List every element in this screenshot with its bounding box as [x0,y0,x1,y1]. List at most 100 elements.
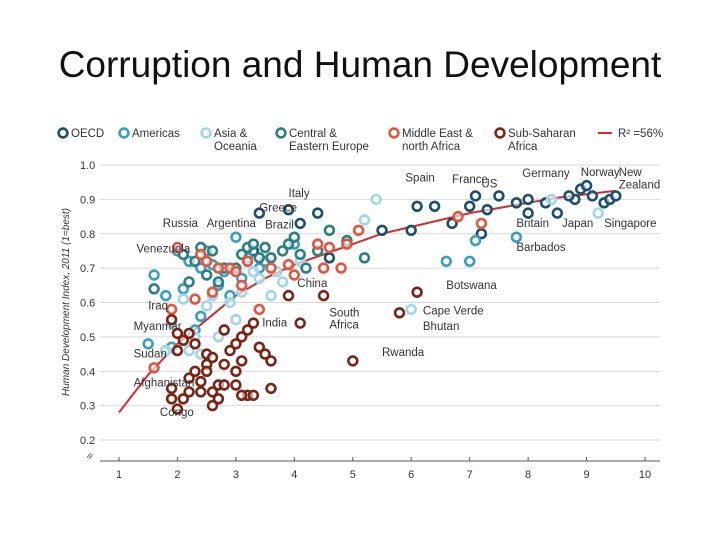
point-americas [148,269,160,281]
legend-label-asia: Asia & [214,128,248,140]
annotation-label: Greece [259,202,297,214]
annotation-label: New [619,167,643,179]
x-tick-label: 10 [639,469,651,481]
x-tick-label: 2 [174,469,180,481]
point-oecd [551,207,563,219]
point-asia [212,331,225,343]
point-asia [592,207,604,219]
point-ssa [183,327,195,340]
x-tick-label: 6 [408,469,414,481]
point-ssa [201,365,213,377]
point-oecd [469,190,482,202]
annotation-label: Brazil [265,220,294,232]
annotation-label: Norway [581,167,620,179]
point-mena [236,279,248,291]
point-ssa [393,307,406,319]
annotation-label: Congo [160,407,194,419]
point-asia [265,289,277,302]
y-tick-label: 1.0 [80,160,95,172]
annotation-label: Myanmar [134,321,182,333]
point-ssa [230,379,242,391]
point-cee [236,248,248,261]
legend-label-trend: R² =56% [618,128,663,140]
point-asia [405,303,417,316]
point-oecd [446,217,458,230]
x-tick-label: 9 [583,469,589,481]
axes: 1 2 3 4 5 6 7 8 9 10 0.2 0.3 0.4 0.5 0.6 0.7 0.8 0.9 1.0 ≈ H… [61,160,660,481]
point-mena [323,241,336,254]
y-axis-label: Human Development Index, 2011 (1=best) [61,208,72,396]
point-ssa [259,348,271,360]
annotation-label: Venezuela [137,244,191,256]
annotation-label: Rwanda [382,347,425,359]
point-ssa [206,386,219,398]
point-cee [201,269,213,281]
point-cee [183,276,195,288]
annotation-label: Italy [289,188,310,200]
point-mena [195,248,207,261]
point-oecd [510,197,523,209]
point-cee [148,283,160,295]
point-cee [265,252,277,264]
point-asia [247,265,260,278]
point-americas [440,255,452,267]
point-ssa [177,334,190,346]
point-ssa [241,324,254,336]
annotation-label: Singapore [604,218,656,230]
point-ssa [230,365,242,377]
point-mena [317,262,330,274]
point-oecd [464,200,476,213]
point-cee [294,248,306,261]
point-mena [265,262,277,274]
annotation-label: Zealand [619,179,661,191]
point-asia [370,193,382,206]
point-ssa [165,393,178,405]
point-mena [335,262,347,274]
annotation-label: Britain [516,218,549,230]
point-ssa [165,382,178,395]
x-tick-label: 7 [467,469,473,481]
point-mena [201,255,213,267]
annotation-label: Barbados [516,242,565,254]
point-ssa [236,331,248,343]
point-mena [206,286,219,298]
point-mena [253,303,265,316]
point-mena [312,238,324,250]
slide-title: Corruption and Human Development [58,44,662,85]
grid [100,164,660,441]
point-oecd [294,217,306,230]
x-tick-label: 8 [525,469,531,481]
point-oecd [563,190,575,202]
legend-label-mena: north Africa [402,141,461,153]
y-tick-label: 0.5 [80,332,95,344]
point-ssa [195,375,207,388]
point-ssa [411,286,423,298]
point-americas [142,338,154,350]
point-ssa [195,386,207,398]
annotation-label: US [481,178,497,190]
point-mena [212,262,225,274]
point-ssa [171,403,184,415]
annotation-label: Germany [522,168,570,180]
annotation-label: Bhutan [423,321,459,333]
point-asia [183,344,195,357]
annotation-label: Botswana [446,280,497,292]
point-cee [276,245,289,257]
point-ssa [236,389,248,401]
legend-label-ssa: Sub-Saharan [508,128,576,140]
point-cee [300,262,312,274]
annotation-label: Russia [163,218,199,230]
point-mena [148,362,160,374]
legend-label-cee: Eastern Europe [289,141,369,153]
point-oecd [411,200,423,213]
point-cee [259,241,271,254]
point-asia [224,296,236,309]
point-asia [177,293,190,305]
point-mena [352,224,365,237]
point-americas [510,231,523,243]
point-cee [288,231,300,243]
point-ssa [171,327,184,340]
x-tick-label: 5 [350,469,356,481]
annotation-label: India [262,318,288,330]
legend-marker-americas [118,127,130,139]
